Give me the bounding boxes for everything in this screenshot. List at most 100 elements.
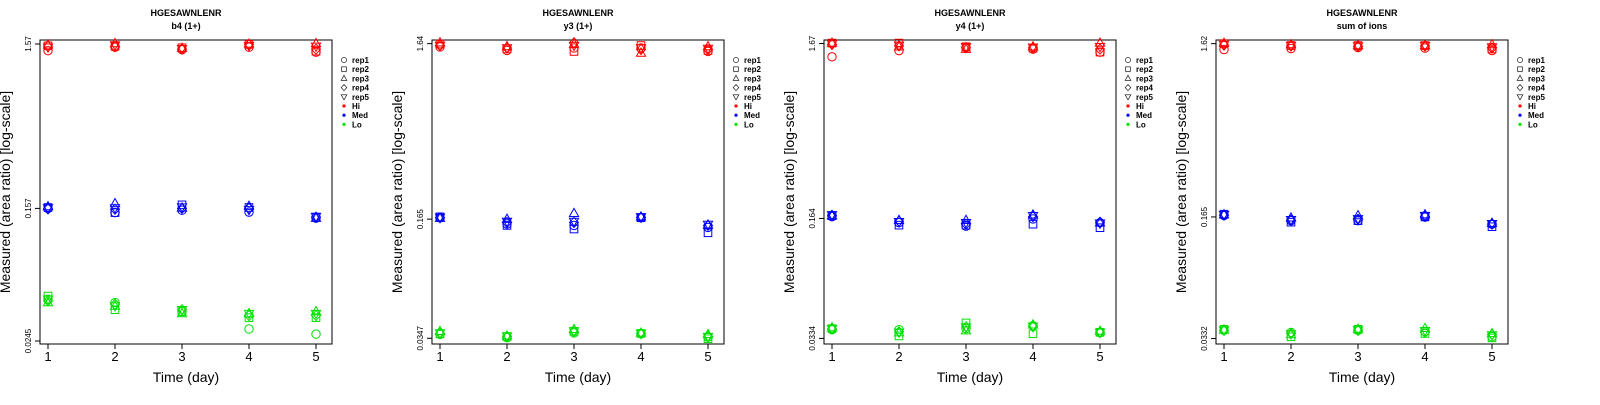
legend-label-rep2: rep2	[352, 65, 369, 74]
y-tick-label: 0.157	[24, 198, 33, 219]
x-tick-label: 2	[503, 349, 510, 364]
legend-marker-rep3	[1516, 74, 1524, 81]
legend-dot-hi	[1518, 104, 1522, 108]
data-point-med-rep5	[702, 220, 714, 231]
data-point-hi-rep3	[434, 36, 446, 47]
x-tick-label: 1	[1220, 349, 1227, 364]
legend-marker-rep2	[1125, 66, 1131, 72]
chart-panel-4: HGESAWNLENR sum of ions 1 2 3 4 5 0.0332 0.165 1.…	[1173, 8, 1545, 385]
data-point-lo-rep5	[176, 305, 188, 316]
data-point-med-rep5	[434, 213, 446, 224]
x-tick-label: 3	[962, 349, 969, 364]
chart-title: HGESAWNLENR	[542, 8, 614, 18]
data-point-lo-rep5	[1027, 322, 1039, 333]
y-axis-label: Measured (area ratio) [log-scale]	[389, 91, 405, 293]
chart-subtitle: y4 (1+)	[956, 21, 985, 31]
data-point-med-rep2	[1095, 223, 1105, 233]
y-tick-label: 1.64	[416, 35, 425, 51]
legend-label-lo: Lo	[1136, 120, 1146, 129]
legend-dot-med	[342, 113, 346, 117]
x-tick-label: 2	[111, 349, 118, 364]
legend-dot-lo	[734, 122, 738, 126]
data-point-lo-rep5	[109, 302, 121, 313]
data-point-hi-rep5	[1285, 41, 1297, 52]
legend-marker-rep1	[1517, 57, 1523, 63]
data-point-med-rep2	[502, 221, 512, 230]
legend-dot-lo	[1126, 122, 1130, 126]
data-point-hi-rep5	[1419, 41, 1431, 52]
legend-dot-lo	[342, 122, 346, 126]
y-tick-label: 0.0332	[1200, 326, 1209, 351]
data-point-hi-rep3	[109, 37, 121, 48]
data-point-lo-rep5	[568, 327, 580, 337]
data-point-med-rep5	[826, 211, 838, 221]
x-tick-label: 3	[178, 349, 185, 364]
legend-label-rep1: rep1	[744, 56, 761, 65]
data-point-hi-rep5	[501, 44, 513, 54]
x-tick-label: 5	[1096, 349, 1103, 364]
data-point-hi-rep1	[827, 52, 837, 62]
data-point-lo-rep5	[434, 329, 446, 339]
chart-panel-1: HGESAWNLENR b4 (1+) 1 2 3 4 5 0.0245 0.157 1.57 Ti…	[0, 8, 369, 385]
data-point-med-rep5	[501, 217, 513, 228]
chart-panel-3: HGESAWNLENR y4 (1+) 1 2 3 4 5 0.0334 0.164 1.67 Ti…	[781, 8, 1153, 385]
legend-marker-rep5	[1516, 94, 1524, 101]
x-axis-label: Time (day)	[153, 369, 219, 385]
x-tick-label: 3	[570, 349, 577, 364]
data-point-hi-rep5	[109, 41, 121, 51]
x-tick-label: 5	[1488, 349, 1495, 364]
data-point-med-rep5	[1352, 215, 1364, 225]
plot-frame	[39, 39, 333, 345]
y-axis-label: Measured (area ratio) [log-scale]	[0, 91, 13, 293]
legend-label-rep4: rep4	[352, 84, 369, 93]
legend-marker-rep4	[1124, 84, 1132, 92]
x-tick-label: 4	[245, 349, 252, 364]
legend-label-med: Med	[1136, 111, 1152, 120]
data-point-hi-rep5	[310, 42, 322, 53]
y-tick-label: 1.62	[1200, 35, 1209, 51]
data-point-lo-rep1	[244, 324, 254, 334]
legend-marker-rep4	[340, 84, 348, 92]
data-point-hi-rep5	[1486, 43, 1498, 54]
legend-label-rep2: rep2	[744, 65, 761, 74]
data-point-med-rep5	[243, 206, 255, 216]
data-point-hi-rep1	[43, 45, 53, 56]
data-point-med-rep1	[1028, 214, 1038, 224]
data-point-lo-rep3	[501, 329, 513, 340]
data-point-med-rep5	[1486, 219, 1498, 230]
legend-marker-rep5	[1124, 94, 1132, 101]
data-point-med-rep5	[568, 217, 580, 228]
y-tick-label: 0.0245	[24, 328, 33, 353]
legend-dot-lo	[1518, 122, 1522, 126]
x-tick-label: 4	[637, 349, 644, 364]
data-point-hi-rep5	[434, 41, 446, 52]
data-point-lo-rep2	[961, 318, 971, 328]
data-point-med-rep5	[635, 213, 647, 223]
plot-frame	[823, 39, 1117, 345]
x-tick-label: 2	[1287, 349, 1294, 364]
legend-label-rep3: rep3	[352, 74, 369, 83]
chart-title: HGESAWNLENR	[150, 8, 222, 18]
legend-marker-rep3	[1124, 74, 1132, 81]
legend-dot-med	[1518, 113, 1522, 117]
data-point-med-rep3	[702, 218, 714, 229]
legend-dot-hi	[734, 104, 738, 108]
data-point-med-rep2	[894, 220, 904, 230]
legend-marker-rep1	[1125, 57, 1131, 63]
legend-marker-rep1	[341, 57, 347, 63]
x-tick-label: 1	[436, 349, 443, 364]
x-tick-label: 1	[44, 349, 51, 364]
data-point-hi-rep5	[243, 42, 255, 52]
data-point-med-rep5	[1094, 219, 1106, 230]
legend-marker-rep2	[341, 66, 347, 72]
data-point-lo-rep3	[635, 326, 647, 337]
legend-label-med: Med	[744, 111, 760, 120]
legend-marker-rep4	[1516, 84, 1524, 92]
legend-label-hi: Hi	[744, 102, 752, 111]
legend-marker-rep3	[340, 74, 348, 81]
data-point-lo-rep1	[311, 329, 321, 339]
data-point-lo-rep5	[501, 332, 513, 343]
x-tick-label: 4	[1029, 349, 1036, 364]
